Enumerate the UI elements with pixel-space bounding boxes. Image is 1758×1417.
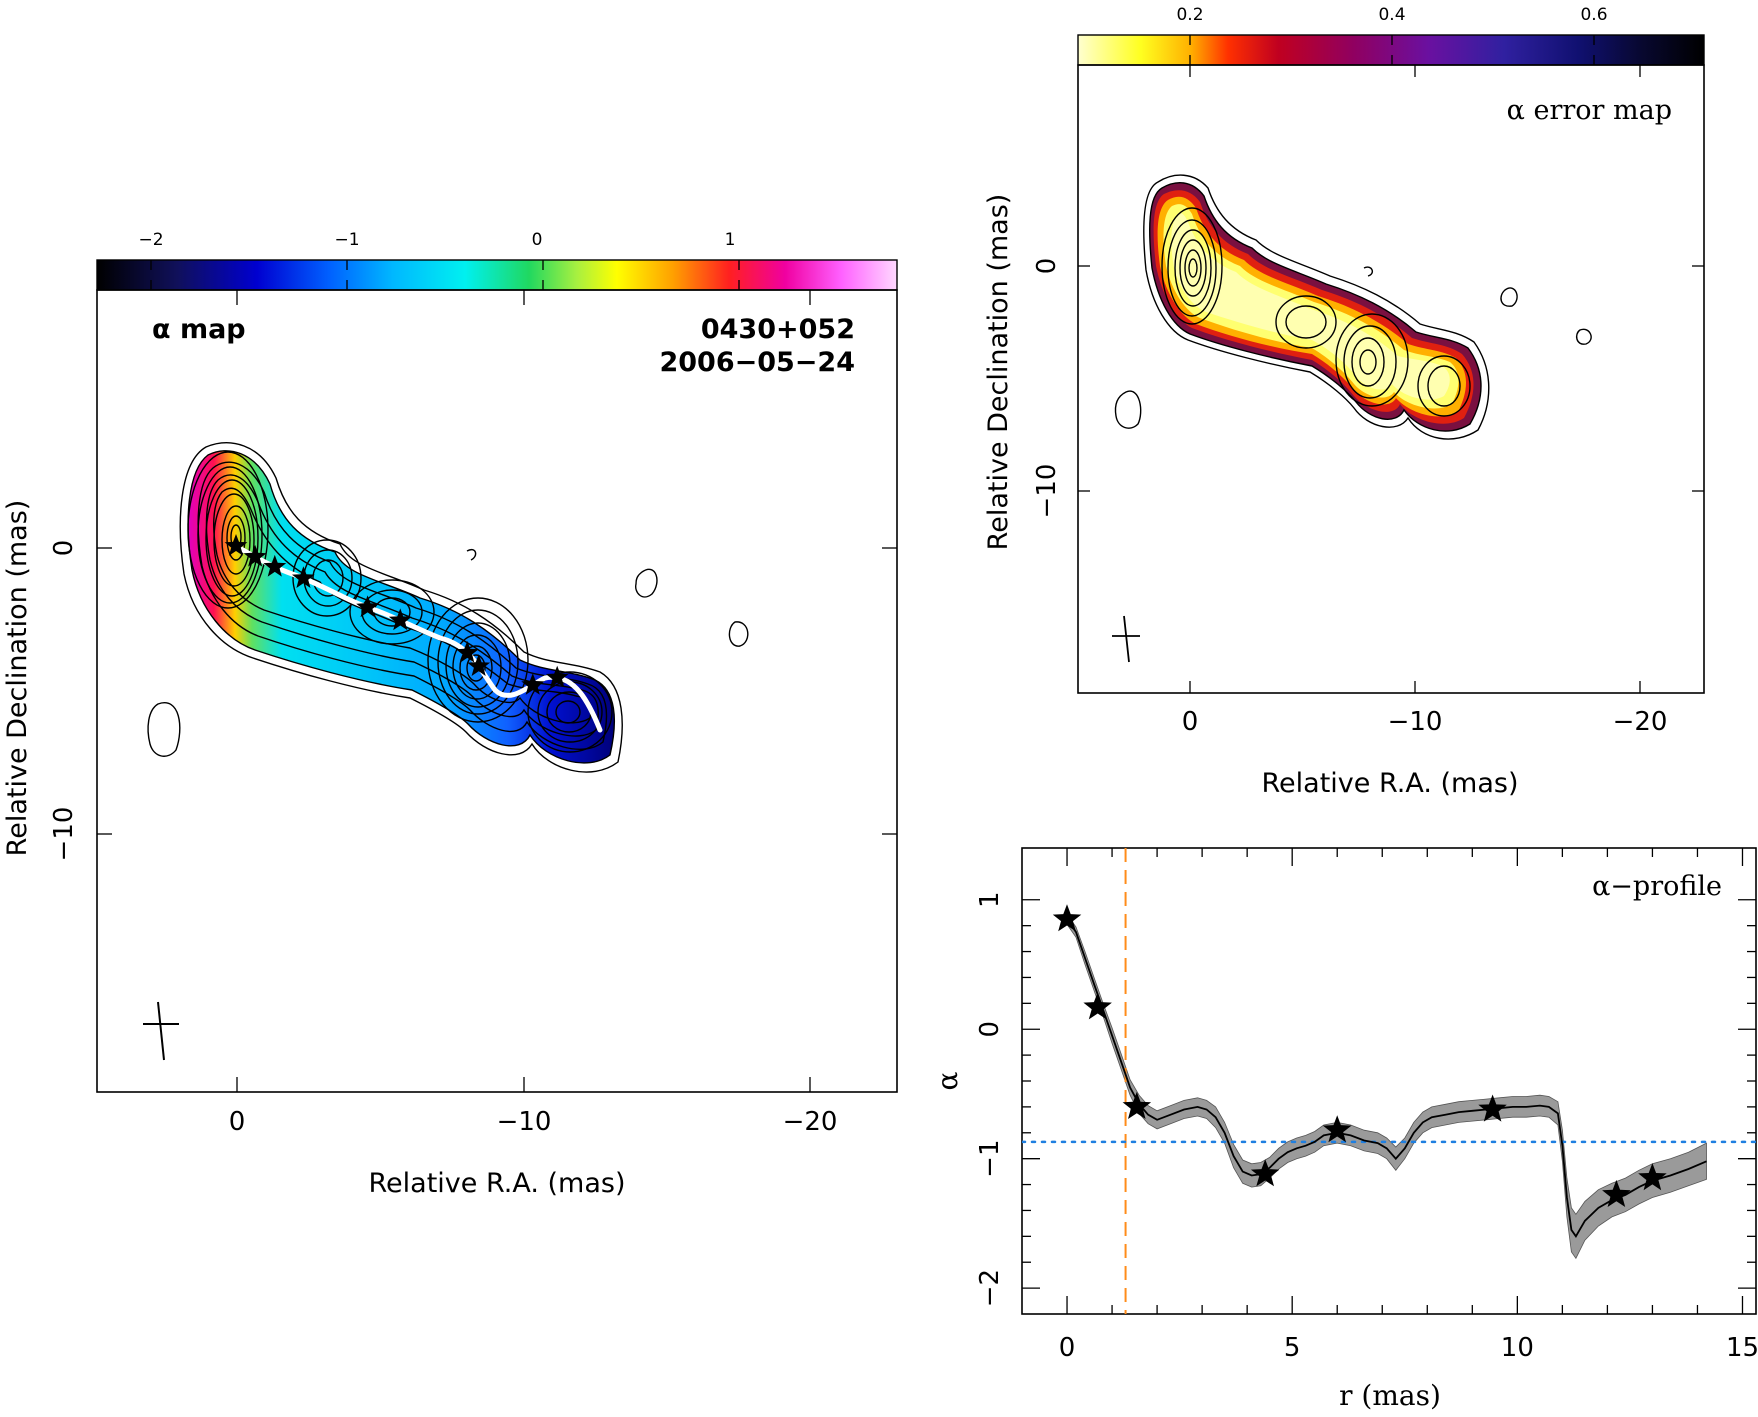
profile-line bbox=[1066, 918, 1707, 1238]
noise-contour bbox=[1114, 390, 1142, 429]
error-colorbar-tick-label: 0.6 bbox=[1580, 5, 1607, 25]
profile-y-tick-label: 0 bbox=[975, 1021, 1005, 1038]
alpha-x-tick-label: −10 bbox=[497, 1107, 552, 1137]
alpha-colorbar-tick-label: 1 bbox=[725, 230, 736, 250]
profile-star-marker bbox=[1478, 1094, 1507, 1122]
alpha-y-tick-label: 0 bbox=[49, 540, 79, 557]
alpha-colorbar-tick-label: −2 bbox=[138, 230, 163, 250]
profile-x-axis-label: r (mas) bbox=[1339, 1379, 1441, 1412]
alpha-x-tick-label: −20 bbox=[783, 1107, 838, 1137]
ridge-star-marker bbox=[521, 673, 545, 695]
profile-title: α−profile bbox=[1592, 871, 1722, 902]
beam-cross-icon bbox=[143, 1001, 179, 1061]
profile-star-marker bbox=[1638, 1163, 1667, 1191]
noise-contour bbox=[147, 702, 181, 757]
profile-star-marker bbox=[1602, 1179, 1631, 1207]
error-x-tick-label: 0 bbox=[1182, 707, 1199, 737]
alpha-map-ticks bbox=[97, 290, 897, 1092]
alpha-map-frame bbox=[96, 289, 898, 1093]
profile-star-marker bbox=[1052, 904, 1082, 932]
alpha-map-panel-label: α map bbox=[152, 314, 246, 345]
alpha-colorbar-tick-label: 0 bbox=[532, 230, 543, 250]
ridge-star-marker bbox=[356, 595, 379, 618]
error-x-tick-label: −20 bbox=[1613, 707, 1668, 737]
profile-x-tick-label: 0 bbox=[1059, 1333, 1076, 1363]
alpha-colorbar-ticks: −2 −1 0 1 bbox=[138, 230, 740, 290]
ridge-markers bbox=[224, 534, 569, 695]
error-map-panel-label: α error map bbox=[1507, 95, 1672, 126]
ridge-star-marker bbox=[224, 534, 248, 556]
ridge-star-marker bbox=[263, 554, 287, 577]
error-map-frame bbox=[1077, 64, 1705, 694]
noise-contour bbox=[466, 549, 477, 561]
profile-x-tick-label: 5 bbox=[1284, 1333, 1301, 1363]
error-colorbar-ticks: 0.2 0.4 0.6 bbox=[1176, 5, 1608, 65]
error-y-axis-label: Relative Declination (mas) bbox=[983, 194, 1014, 551]
alpha-x-axis-label: Relative R.A. (mas) bbox=[369, 1168, 626, 1199]
profile-y-tick-label: −1 bbox=[975, 1140, 1005, 1178]
profile-y-axis-label: α bbox=[931, 1071, 964, 1090]
error-x-axis-label: Relative R.A. (mas) bbox=[1262, 768, 1519, 799]
noise-contour bbox=[1363, 266, 1374, 277]
alpha-y-axis-label: Relative Declination (mas) bbox=[2, 500, 33, 857]
error-y-tick-label: −10 bbox=[1032, 464, 1062, 519]
error-colorbar-tick-label: 0.2 bbox=[1176, 5, 1203, 25]
ridge-star-marker bbox=[467, 654, 491, 676]
profile-star-marker bbox=[1322, 1115, 1352, 1143]
source-name: 0430+052 bbox=[701, 314, 855, 345]
profile-markers bbox=[1052, 904, 1667, 1207]
noise-contour bbox=[635, 568, 658, 598]
error-x-tick-label: −10 bbox=[1388, 707, 1443, 737]
error-y-tick-label: 0 bbox=[1032, 258, 1062, 275]
error-map-image bbox=[1114, 174, 1592, 440]
ridge-star-marker bbox=[243, 544, 267, 567]
beam-cross-icon bbox=[1112, 615, 1140, 663]
error-colorbar-tick-label: 0.4 bbox=[1378, 5, 1405, 25]
error-map-panel: 0.2 0.4 0.6 bbox=[983, 5, 1705, 799]
noise-contour bbox=[1575, 328, 1592, 345]
alpha-x-tick-label: 0 bbox=[229, 1107, 246, 1137]
error-map-ticks bbox=[1078, 65, 1704, 693]
profile-x-tick-label: 10 bbox=[1501, 1333, 1534, 1363]
noise-contour bbox=[1500, 287, 1518, 307]
profile-y-tick-label: −2 bbox=[975, 1269, 1005, 1307]
error-colorbar bbox=[1077, 34, 1705, 66]
alpha-colorbar-tick-label: −1 bbox=[334, 230, 359, 250]
alpha-y-tick-label: −10 bbox=[49, 807, 79, 862]
alpha-map-image bbox=[147, 442, 749, 773]
ridge-star-marker bbox=[292, 566, 315, 588]
profile-error-band bbox=[1066, 912, 1707, 1260]
profile-y-tick-label: 1 bbox=[975, 892, 1005, 909]
profile-x-tick-label: 15 bbox=[1726, 1333, 1758, 1363]
noise-contour bbox=[728, 621, 749, 647]
ridge-star-marker bbox=[388, 608, 412, 631]
profile-star-marker bbox=[1083, 992, 1112, 1020]
profile-star-marker bbox=[1250, 1159, 1280, 1187]
epoch-date: 2006−05−24 bbox=[659, 347, 855, 378]
profile-ticks bbox=[1022, 848, 1756, 1314]
alpha-colorbar bbox=[96, 259, 898, 291]
alpha-map-panel: −2 −1 0 1 bbox=[2, 230, 898, 1199]
ridge-star-marker bbox=[545, 665, 569, 688]
profile-star-marker bbox=[1122, 1091, 1152, 1119]
ridge-star-marker bbox=[455, 640, 479, 663]
profile-frame bbox=[1021, 847, 1757, 1315]
